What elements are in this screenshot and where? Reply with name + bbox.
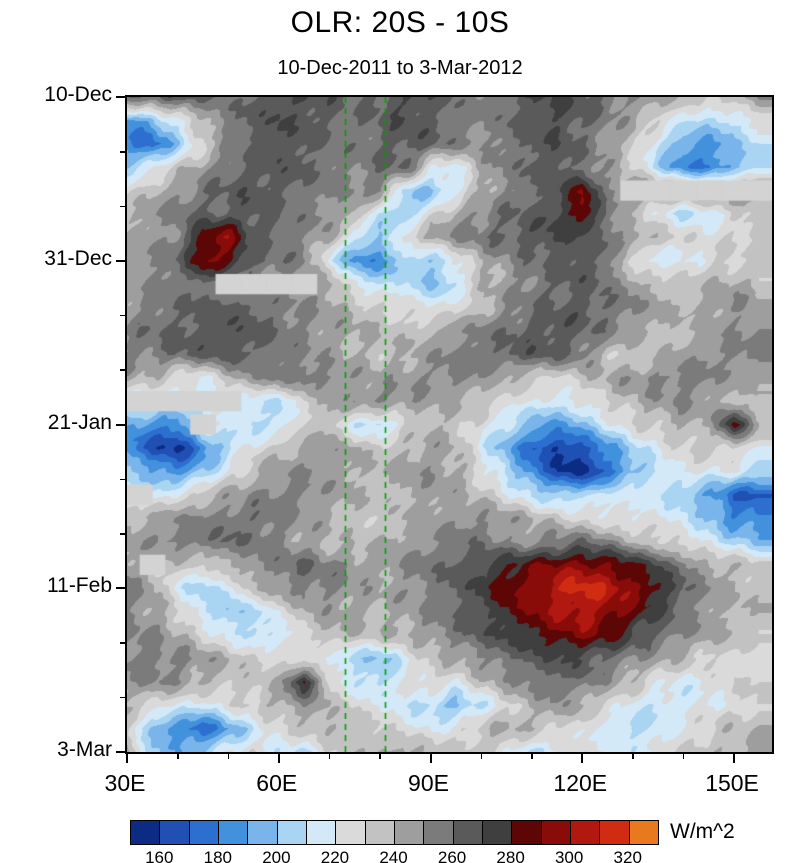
colorbar-tick-label: 200 (262, 848, 291, 863)
colorbar-tick-label: 300 (554, 848, 584, 863)
x-minor-tick (682, 754, 685, 759)
colorbar-cell (365, 821, 395, 844)
x-tick-label: 120E (553, 770, 608, 796)
y-tick-label: 10-Dec (44, 83, 112, 106)
colorbar-unit-label: W/m^2 (670, 820, 735, 843)
colorbar-cell (248, 821, 278, 844)
y-tick-label: 3-Mar (57, 738, 112, 761)
y-minor-tick (120, 369, 125, 371)
colorbar-cell (218, 821, 249, 844)
colorbar-cell (394, 821, 425, 844)
y-tick-label: 21-Jan (47, 410, 112, 434)
colorbar-cell (131, 821, 161, 844)
colorbar-cell (306, 821, 337, 844)
x-minor-tick (480, 754, 483, 759)
colorbar-cell (189, 821, 219, 844)
y-minor-tick (120, 642, 125, 644)
colorbar-tick-label: 180 (203, 848, 233, 863)
colorbar-cell (482, 821, 513, 844)
x-tick-label: 90E (408, 770, 449, 796)
y-minor-tick (120, 314, 125, 317)
y-minor-tick (120, 478, 125, 481)
heatmap-canvas (127, 97, 772, 752)
y-major-tick (116, 259, 125, 262)
y-major-tick (116, 587, 125, 590)
colorbar-tick-label: 280 (496, 848, 525, 863)
y-minor-tick (120, 205, 125, 208)
y-minor-tick (120, 151, 125, 153)
colorbar-tick-label: 320 (613, 848, 642, 863)
y-major-tick (116, 423, 125, 426)
x-tick-label: 60E (256, 770, 298, 796)
colorbar-cell (541, 821, 571, 844)
chart-title: OLR: 20S - 10S (290, 6, 510, 39)
x-tick-label: 30E (104, 770, 146, 796)
colorbar-cell (277, 821, 307, 844)
colorbar-tick-label: 260 (437, 848, 467, 863)
x-major-tick (429, 754, 432, 763)
y-minor-tick (120, 696, 125, 699)
x-minor-tick (227, 754, 230, 759)
chart-subtitle: 10-Dec-2011 to 3-Mar-2012 (277, 57, 523, 79)
y-minor-tick (120, 533, 125, 535)
colorbar-cell (600, 821, 630, 844)
x-minor-tick (632, 754, 634, 759)
colorbar-tick-label: 240 (379, 848, 408, 863)
colorbar-cell (512, 821, 542, 844)
x-minor-tick (177, 754, 179, 759)
colorbar-cell (336, 821, 366, 844)
x-major-tick (733, 754, 736, 763)
colorbar-strip (130, 820, 659, 845)
colorbar-cell (629, 821, 658, 844)
x-major-tick (581, 754, 584, 763)
colorbar-cell (424, 821, 454, 844)
x-tick-label: 150E (705, 770, 759, 796)
x-minor-tick (328, 754, 331, 759)
colorbar-cell (570, 821, 601, 844)
x-minor-tick (379, 754, 381, 759)
x-major-tick (277, 754, 280, 763)
y-tick-label: 11-Feb (47, 574, 112, 598)
x-minor-tick (531, 754, 533, 759)
y-major-tick (116, 751, 125, 753)
colorbar-cell (453, 821, 483, 844)
colorbar-tick-label: 220 (320, 848, 350, 863)
y-tick-label: 31-Dec (44, 246, 112, 270)
plot-area (116, 95, 774, 763)
x-major-tick (126, 754, 128, 763)
y-major-tick (116, 96, 125, 98)
colorbar-cell (160, 821, 190, 844)
colorbar-tick-label: 160 (145, 848, 174, 863)
